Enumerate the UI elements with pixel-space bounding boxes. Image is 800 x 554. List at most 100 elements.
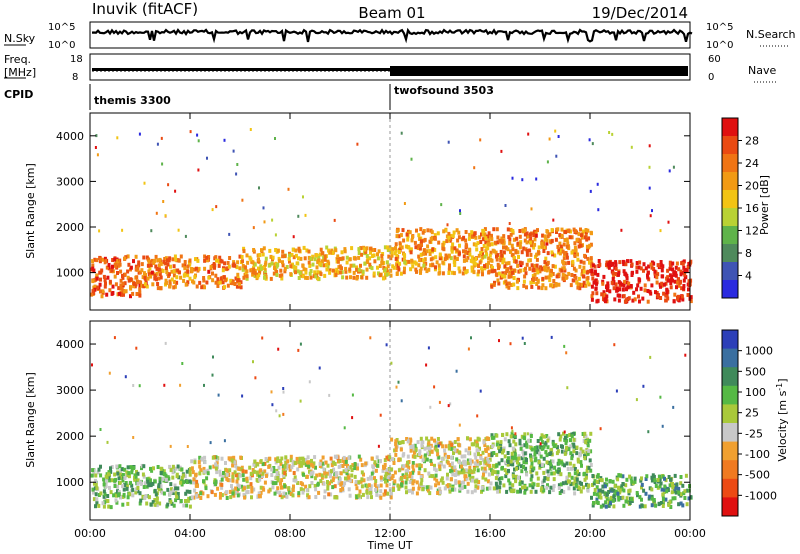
data-cell [129, 294, 132, 299]
data-cell [341, 458, 345, 463]
data-cell [452, 271, 456, 276]
data-cell [114, 264, 118, 269]
data-cell [395, 385, 398, 389]
data-cell [535, 471, 539, 476]
data-cell [320, 259, 324, 264]
data-cell [470, 490, 474, 495]
data-cell [565, 461, 569, 466]
data-cell [589, 189, 592, 193]
data-cell [648, 289, 652, 294]
data-cell [514, 442, 518, 447]
data-cell [274, 457, 278, 462]
nave-tick-bottom: 0 [708, 72, 714, 83]
data-cell [476, 468, 480, 473]
data-cell [612, 494, 616, 499]
data-cell [660, 263, 664, 268]
data-cell [155, 500, 159, 505]
data-cell [90, 292, 94, 297]
data-cell [338, 264, 342, 269]
data-cell [240, 484, 243, 489]
data-cell [529, 252, 533, 257]
data-cell [314, 487, 318, 492]
data-cell [102, 504, 106, 509]
data-cell [348, 267, 352, 272]
data-cell [375, 463, 379, 468]
data-cell [400, 483, 404, 488]
data-cell [160, 136, 163, 140]
data-cell [104, 474, 108, 479]
data-cell [283, 484, 287, 489]
data-cell [126, 495, 130, 500]
data-cell [102, 274, 106, 279]
data-cell [212, 355, 214, 359]
data-cell [183, 260, 187, 264]
data-cell [396, 483, 400, 488]
data-cell [218, 280, 222, 285]
data-cell [395, 234, 399, 239]
data-cell [93, 486, 97, 491]
data-cell [542, 456, 546, 461]
data-cell [478, 260, 482, 265]
data-cell [436, 491, 440, 495]
data-cell [308, 380, 311, 384]
data-cell [596, 473, 600, 478]
data-cell [387, 473, 391, 477]
data-cell [507, 274, 511, 279]
data-cell [540, 433, 544, 438]
data-cell [185, 489, 189, 494]
data-cell [264, 274, 268, 279]
data-cell [110, 478, 114, 483]
data-cell [476, 241, 480, 246]
data-cell [320, 473, 324, 478]
data-cell [258, 253, 262, 257]
data-cell [313, 270, 317, 275]
data-cell [557, 469, 561, 474]
data-cell [499, 249, 503, 254]
data-cell [107, 266, 111, 271]
data-cell [321, 455, 325, 460]
data-cell [100, 294, 104, 299]
data-cell [620, 487, 624, 492]
data-cell [527, 438, 531, 443]
data-cell [232, 260, 236, 265]
data-cell [548, 137, 551, 141]
data-cell [387, 467, 391, 471]
data-cell [520, 464, 523, 469]
data-cell [530, 207, 533, 211]
data-cell [484, 248, 488, 253]
data-cell [569, 482, 573, 487]
data-cell [675, 482, 679, 487]
data-cell [603, 482, 607, 487]
data-cell [659, 481, 663, 486]
data-cell [379, 459, 382, 464]
data-cell [153, 479, 157, 484]
data-cell [419, 227, 423, 232]
data-cell [391, 247, 395, 252]
data-cell [273, 491, 277, 496]
data-cell [459, 480, 463, 485]
data-cell [186, 269, 190, 274]
colorbar-segment [722, 118, 738, 137]
data-cell [577, 276, 581, 281]
data-cell [500, 253, 504, 258]
data-cell [574, 248, 578, 253]
data-cell [613, 343, 616, 347]
data-cell [304, 462, 308, 467]
data-cell [559, 244, 563, 249]
data-cell [419, 266, 423, 271]
data-cell [476, 462, 480, 466]
data-cell [323, 489, 327, 494]
data-cell [558, 233, 562, 238]
data-cell [550, 447, 554, 452]
data-cell [132, 281, 136, 286]
data-cell [584, 434, 588, 439]
data-cell [377, 249, 381, 254]
data-cell [153, 276, 157, 281]
data-cell [492, 451, 496, 455]
data-cell [418, 466, 422, 471]
data-cell [453, 255, 457, 260]
data-cell [448, 487, 451, 492]
data-cell [661, 492, 665, 497]
data-cell [664, 293, 668, 298]
data-cell [252, 248, 256, 252]
